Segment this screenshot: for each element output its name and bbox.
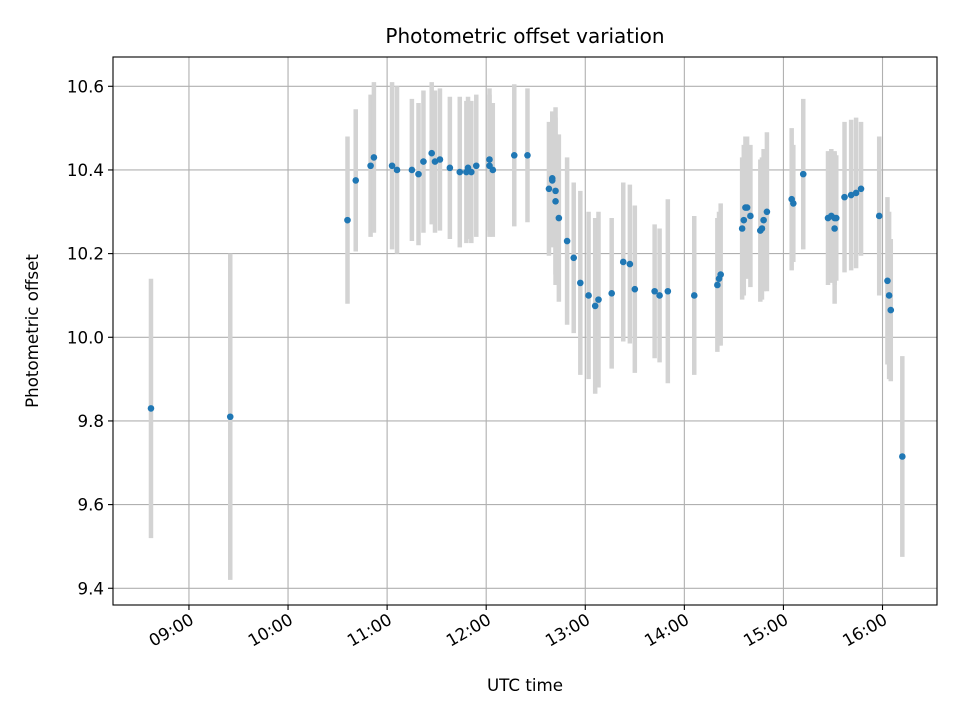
data-point [832, 214, 840, 222]
data-point [758, 225, 766, 232]
y-axis-label: Photometric offset [22, 254, 42, 408]
data-point [436, 156, 444, 163]
y-tick-label: 10.4 [67, 160, 104, 180]
x-axis-label: UTC time [487, 675, 563, 695]
data-point [738, 225, 746, 232]
data-point [524, 152, 531, 159]
data-point [595, 296, 602, 303]
y-tick-label: 9.4 [77, 578, 104, 598]
data-points [147, 149, 906, 460]
data-point [552, 187, 559, 195]
y-tick-label: 10.2 [67, 244, 104, 264]
data-point [740, 216, 748, 224]
data-point [555, 214, 563, 222]
data-point [352, 177, 360, 184]
y-tick-label: 9.8 [77, 411, 104, 431]
y-tick-label: 10.0 [67, 327, 104, 347]
data-point [619, 258, 627, 266]
data-point [510, 152, 518, 159]
data-point [747, 212, 754, 220]
data-point [743, 204, 751, 211]
data-point [690, 292, 698, 299]
data-point [656, 292, 663, 299]
data-point [456, 168, 464, 176]
data-point [570, 254, 578, 262]
data-point [408, 166, 416, 174]
data-point [760, 216, 767, 224]
data-point [226, 413, 234, 421]
data-point [631, 285, 639, 293]
data-point [799, 170, 807, 178]
data-point [563, 237, 571, 245]
data-point [486, 156, 493, 163]
data-point [585, 292, 592, 299]
data-point [370, 154, 378, 161]
data-point [472, 162, 480, 170]
data-point [548, 177, 556, 184]
data-point [468, 168, 475, 176]
data-point [545, 185, 553, 193]
data-point [420, 158, 427, 165]
data-point [852, 189, 860, 197]
data-point [415, 170, 422, 178]
data-point [147, 405, 155, 412]
data-point [841, 193, 848, 201]
grid [113, 57, 937, 605]
data-point [651, 287, 658, 295]
data-point [899, 453, 906, 460]
data-point [763, 208, 771, 216]
data-point [717, 271, 724, 278]
data-point [626, 260, 634, 268]
data-point [885, 292, 893, 299]
data-point [577, 279, 584, 287]
data-point [591, 302, 599, 310]
y-tick-label: 9.6 [77, 495, 104, 515]
data-point [388, 162, 396, 170]
data-point [664, 287, 672, 295]
data-point [428, 149, 436, 157]
chart-title: Photometric offset variation [385, 24, 664, 48]
data-point [857, 185, 865, 193]
data-point [344, 216, 351, 224]
data-point [884, 277, 891, 285]
data-point [887, 306, 895, 314]
data-point [393, 166, 401, 174]
data-point [552, 198, 559, 205]
data-point [367, 162, 374, 170]
data-point [847, 191, 855, 199]
data-point [431, 158, 439, 165]
data-point [875, 212, 883, 220]
y-tick-label: 10.6 [67, 76, 104, 96]
data-point [714, 281, 721, 289]
data-point [790, 200, 797, 207]
plot-area-frame [112, 56, 938, 606]
data-point [489, 166, 497, 174]
data-point [831, 225, 838, 232]
data-point [446, 164, 454, 172]
data-point [608, 290, 615, 297]
